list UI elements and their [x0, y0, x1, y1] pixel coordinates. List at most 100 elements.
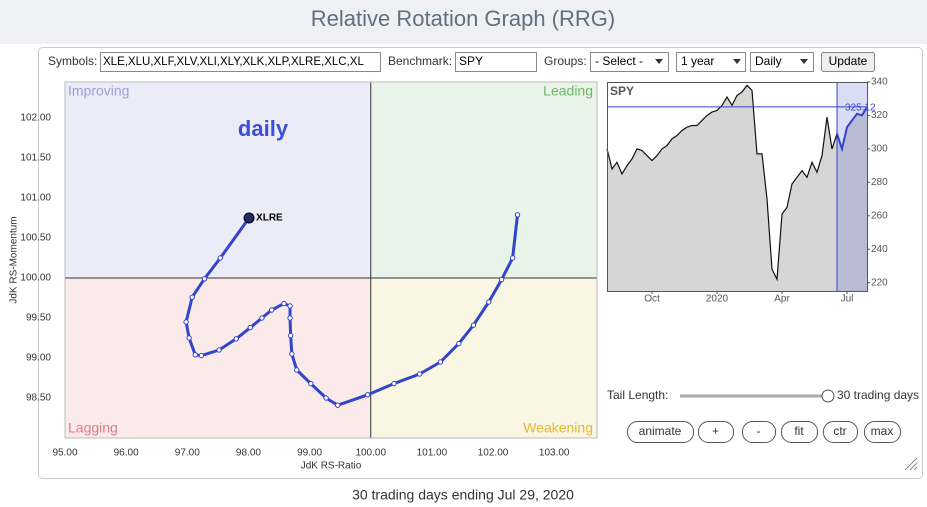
- spy-chart: 325.12 SPY 220 240 260 280 300 320 340 Oct 2020 Apr…: [606, 77, 888, 305]
- resize-grip: [904, 457, 918, 471]
- y-tick-label: 300: [871, 144, 888, 155]
- quadrant-label: Leading: [543, 83, 593, 99]
- x-tick-label: 2020: [706, 294, 729, 305]
- tail-point: [216, 347, 222, 353]
- button[interactable]: [742, 421, 776, 443]
- y-tick-label: 102.00: [20, 113, 51, 124]
- x-tick-label: 97.00: [175, 448, 200, 459]
- button-label: fit: [794, 424, 804, 438]
- y-tick-label: 100.00: [20, 273, 51, 284]
- tail-point: [192, 352, 198, 358]
- rrg-chart: Improving Leading Lagging Weakening daily 95.…: [9, 81, 598, 472]
- y-axis-label: JdK RS-Momentum: [9, 216, 20, 303]
- groups-select[interactable]: [590, 52, 669, 72]
- y-tick-label: 340: [871, 77, 888, 88]
- x-tick-label: 95.00: [52, 448, 77, 459]
- x-tick-label: Oct: [644, 294, 660, 305]
- x-tick-label: 98.00: [236, 448, 261, 459]
- button-label: max: [871, 424, 894, 438]
- tail-point: [470, 322, 477, 328]
- y-tick-label: 260: [871, 210, 888, 221]
- quadrant: [65, 82, 371, 278]
- tail-point: [268, 307, 275, 313]
- y-tick-label: 100.50: [20, 233, 51, 244]
- price-area: [607, 85, 867, 292]
- button[interactable]: [627, 421, 694, 443]
- chart-title: SPY: [610, 84, 634, 98]
- plot-border: [64, 81, 598, 439]
- y-tick-label: 220: [871, 277, 888, 288]
- x-tick-label: 99.00: [297, 448, 322, 459]
- symbols-value: XLE,XLU,XLF,XLV,XLI,XLY,XLK,XLP,XLRE,XLC…: [103, 56, 364, 68]
- update-button[interactable]: [821, 52, 875, 72]
- annotation: daily: [238, 116, 289, 141]
- x-tick-label: Apr: [774, 294, 790, 305]
- y-tick-label: 99.50: [26, 313, 51, 324]
- tail-point: [233, 336, 239, 342]
- tail-point: [189, 294, 195, 300]
- last-price-label: 325.12: [845, 103, 876, 114]
- x-tick-label: 101.00: [417, 448, 448, 459]
- frequency-select[interactable]: [750, 52, 814, 72]
- benchmark-label: Benchmark:: [388, 54, 452, 68]
- tail-length-value: 30 trading days: [837, 388, 919, 402]
- tail-point: [498, 276, 505, 283]
- button[interactable]: [823, 421, 858, 443]
- y-tick-label: 101.50: [20, 153, 51, 164]
- update-button-label: Update: [829, 54, 868, 68]
- quadrant: [370, 82, 597, 278]
- tail-point: [486, 299, 492, 305]
- tail-point: [247, 324, 253, 331]
- tail-length-label: Tail Length:: [607, 388, 668, 402]
- dropdown-arrow: [733, 59, 741, 64]
- tail-point: [289, 351, 295, 357]
- y-tick-label: 320: [871, 110, 888, 121]
- tail-point: [259, 315, 265, 321]
- y-tick-label: 240: [871, 244, 888, 255]
- y-tick-label: 98.50: [26, 393, 51, 404]
- groups-label: Groups:: [544, 54, 587, 68]
- quadrant: [65, 278, 371, 438]
- tail-point: [308, 380, 314, 387]
- x-tick-label: Jul: [841, 294, 854, 305]
- button[interactable]: [864, 421, 901, 443]
- button[interactable]: [781, 421, 818, 443]
- benchmark-value: SPY: [459, 54, 483, 68]
- symbols-input[interactable]: [100, 52, 381, 72]
- tail-point: [294, 367, 300, 373]
- tail-point: [335, 402, 341, 408]
- footer: 30 trading days ending Jul 29, 2020: [352, 487, 574, 503]
- tail-point: [186, 335, 192, 341]
- button[interactable]: [698, 421, 734, 443]
- y-tick-label: 99.00: [26, 353, 51, 364]
- tail-point: [514, 212, 521, 218]
- quadrant-label: Lagging: [68, 420, 118, 436]
- symbols-label: Symbols:: [48, 54, 97, 68]
- quadrant: [370, 278, 597, 438]
- tail-point: [287, 332, 294, 339]
- tail-point: [509, 255, 516, 261]
- tail-point: [437, 359, 444, 365]
- tail-line: [184, 214, 519, 407]
- tail-head[interactable]: [243, 212, 255, 224]
- tail-point: [201, 276, 208, 282]
- title-bar: [0, 0, 927, 44]
- period-value: 1 year: [681, 54, 714, 68]
- price-line-recent: [836, 106, 868, 153]
- tail-point: [281, 300, 287, 307]
- button-label: +: [712, 424, 719, 438]
- button-row: animate + - fit ctr max: [627, 421, 901, 443]
- slider-knob[interactable]: [821, 389, 835, 403]
- quadrant-label: Weakening: [523, 420, 593, 436]
- button-label: -: [757, 424, 761, 438]
- benchmark-input[interactable]: [455, 52, 537, 72]
- x-tick-label: 103.00: [539, 448, 570, 459]
- highlight-window: [837, 82, 867, 291]
- tail-point: [287, 315, 293, 321]
- page-title: Relative Rotation Graph (RRG): [311, 6, 615, 31]
- period-select[interactable]: [676, 52, 746, 72]
- tail-point: [391, 380, 397, 387]
- tail-point: [198, 352, 205, 359]
- groups-value: - Select -: [595, 54, 643, 68]
